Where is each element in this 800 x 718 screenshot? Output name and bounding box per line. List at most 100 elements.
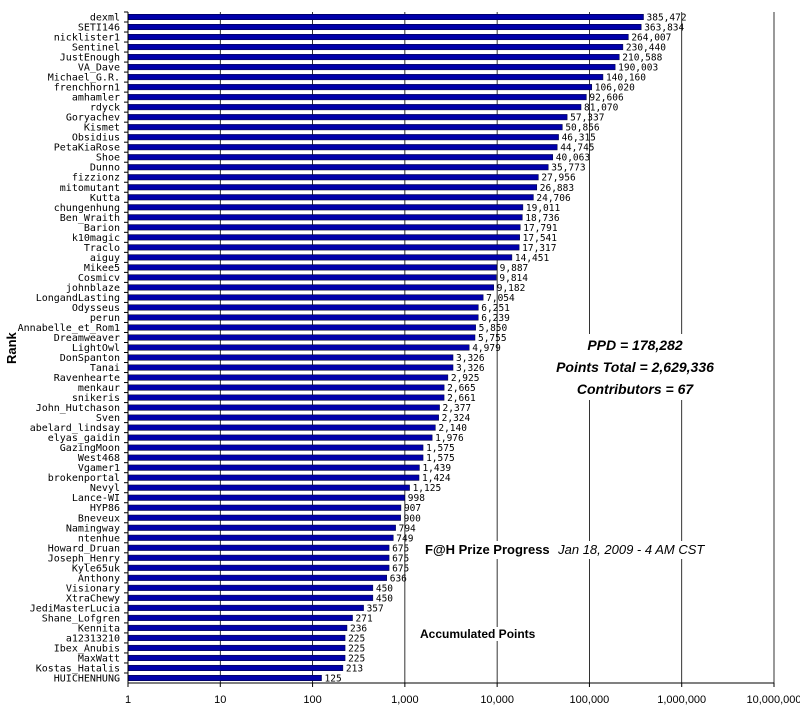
value-label: 125: [325, 673, 342, 684]
value-label: 35,773: [551, 163, 585, 174]
value-label: 2,140: [438, 423, 467, 434]
bar: [127, 94, 587, 101]
value-label: 9,887: [500, 263, 529, 274]
category-label: Goryachev: [66, 113, 120, 124]
value-label: 106,020: [595, 83, 635, 94]
bar: [127, 364, 454, 371]
value-label: 6,251: [481, 303, 510, 314]
value-label: 46,315: [562, 133, 596, 144]
category-label: Mikee5: [84, 263, 120, 274]
category-label: Tanai: [90, 363, 120, 374]
value-label: 1,424: [422, 473, 451, 484]
value-label: 190,003: [618, 63, 658, 74]
category-label: fizzionz: [72, 173, 120, 184]
bar: [127, 144, 558, 151]
value-label: 1,575: [426, 443, 455, 454]
bar: [127, 454, 424, 461]
value-label: 7,054: [486, 293, 515, 304]
value-label: 794: [399, 523, 416, 534]
bar: [127, 354, 454, 361]
x-tick-label: 1,000: [391, 694, 419, 706]
value-label: 2,661: [447, 393, 476, 404]
value-label: 40,063: [556, 153, 590, 164]
chart-subtitle: Accumulated Points: [420, 627, 536, 641]
bar: [127, 34, 629, 41]
value-labels: 385,472363,834264,007230,440210,588190,0…: [325, 13, 687, 685]
x-tick-labels: 1 10 100 1,000 10,000 100,000 1,000,000 10,000,…: [125, 694, 800, 706]
category-label: PetaKiaRose: [54, 143, 120, 154]
bar: [127, 54, 620, 61]
category-label: Namingway: [66, 523, 120, 534]
value-label: 5,850: [479, 323, 508, 334]
bar: [127, 504, 402, 511]
bar: [127, 344, 470, 351]
category-label: LongandLasting: [36, 293, 120, 304]
category-label: Kennita: [78, 623, 120, 634]
bar: [127, 464, 420, 471]
x-tick-label: 100,000: [570, 694, 610, 706]
bar: [127, 184, 538, 191]
bar: [127, 664, 344, 671]
category-label: Anthony: [78, 573, 120, 584]
category-label: menkaur: [78, 383, 120, 394]
value-label: 92,606: [589, 93, 624, 104]
chart-title-date: Jan 18, 2009 - 4 AM CST: [558, 542, 705, 557]
category-label: frenchhorn1: [54, 83, 120, 94]
category-label: Kutta: [90, 193, 120, 204]
category-label: Joseph_Henry: [48, 553, 120, 564]
bar: [127, 594, 374, 601]
value-label: 18,736: [525, 213, 560, 224]
category-label: Dreamweaver: [54, 333, 120, 344]
value-label: 213: [346, 663, 363, 674]
category-label: ntenhue: [78, 533, 120, 544]
category-label: Vgamer1: [78, 463, 120, 474]
value-label: 26,883: [540, 183, 574, 194]
category-label: Kostas_Hatalis: [36, 663, 120, 674]
value-label: 19,011: [526, 203, 561, 214]
category-label: k10magic: [72, 233, 120, 244]
category-label: elyas_gaidin: [48, 433, 120, 444]
bar: [127, 394, 445, 401]
x-tick-label: 10,000: [480, 694, 514, 706]
value-label: 3,326: [456, 353, 485, 364]
category-label: Visionary: [66, 583, 120, 594]
bar: [127, 124, 563, 131]
bar: [127, 614, 353, 621]
value-label: 24,706: [536, 193, 571, 204]
bar: [127, 524, 396, 531]
category-label: mitomutant: [60, 183, 120, 194]
bar: [127, 74, 604, 81]
value-label: 17,791: [523, 223, 558, 234]
bar: [127, 174, 539, 181]
chart-title-main: F@H Prize Progress: [425, 542, 550, 557]
category-label: abelard_lindsay: [30, 423, 120, 434]
value-label: 264,007: [631, 33, 671, 44]
category-label: Kismet: [84, 123, 120, 134]
category-label: Nevyl: [90, 483, 120, 494]
value-label: 1,439: [422, 463, 451, 474]
category-label: Ibex_Anubis: [54, 643, 120, 654]
bar: [127, 214, 523, 221]
category-label: John_Hutchason: [36, 403, 120, 414]
category-label: XtraChewy: [66, 593, 120, 604]
category-label: JustEnough: [60, 53, 120, 64]
value-label: 27,956: [541, 173, 576, 184]
value-label: 2,377: [443, 403, 472, 414]
chart-title: F@H Prize Progress Jan 18, 2009 - 4 AM C…: [425, 541, 705, 559]
category-label: Shoe: [96, 153, 120, 164]
bar: [127, 244, 520, 251]
x-tick-label: 1: [125, 694, 131, 706]
bar: [127, 24, 642, 31]
bar: [127, 654, 346, 661]
value-label: 4,979: [472, 343, 501, 354]
category-label: SETI146: [78, 23, 120, 34]
bar: [127, 514, 401, 521]
category-label: a12313210: [66, 633, 120, 644]
category-label: Odysseus: [72, 303, 120, 314]
value-label: 5,755: [478, 333, 507, 344]
value-label: 225: [348, 643, 365, 654]
category-label: Shane_Lofgren: [42, 613, 120, 624]
value-label: 17,317: [522, 243, 556, 254]
bar: [127, 644, 346, 651]
